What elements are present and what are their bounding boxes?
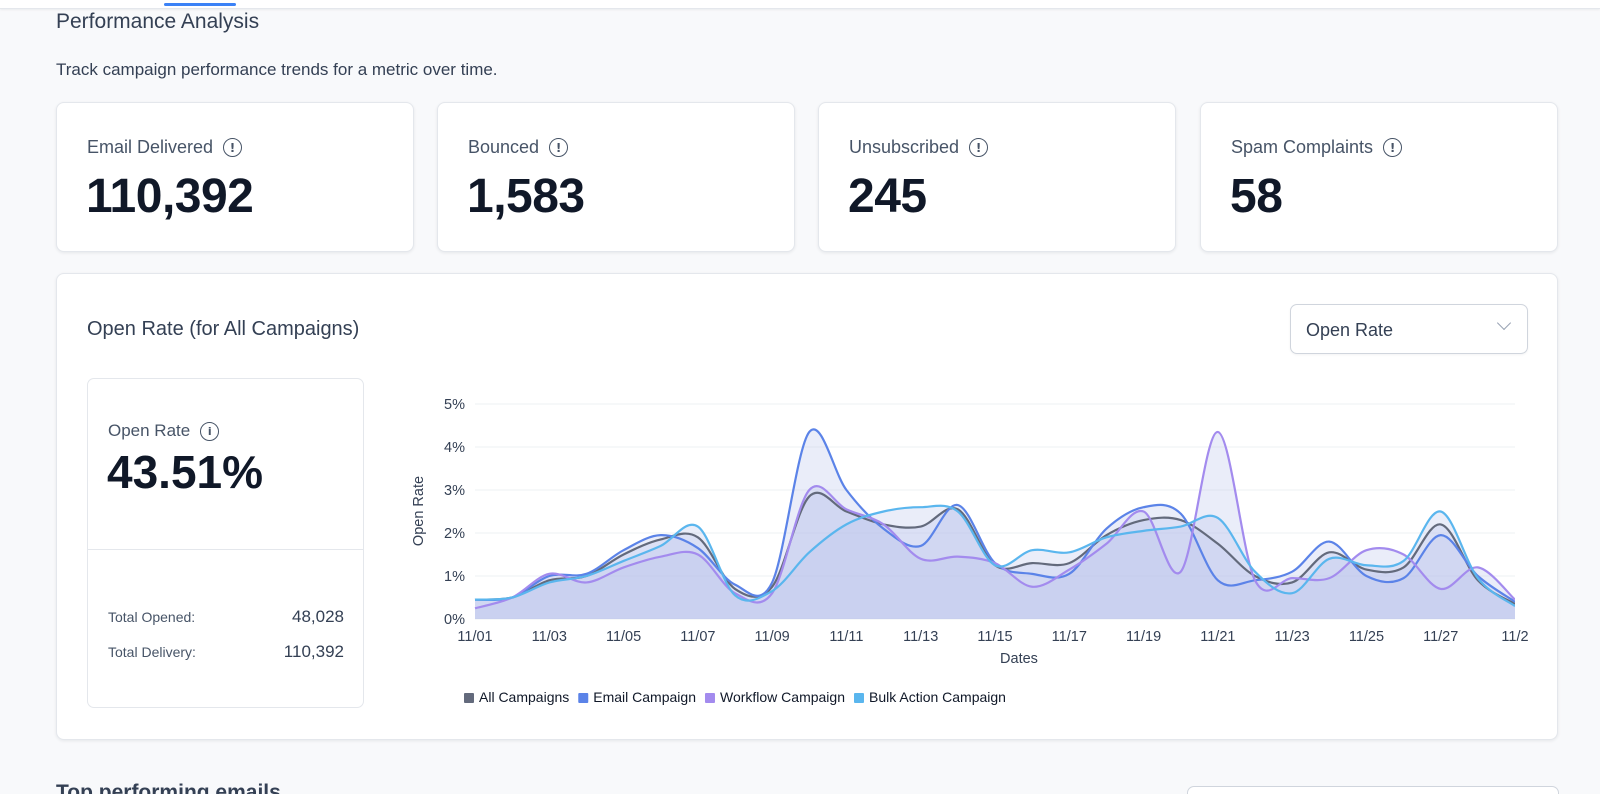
summary-label: Open Rate i (108, 421, 220, 441)
x-axis-title: Dates (1000, 651, 1038, 667)
x-tick-label: 11/23 (1275, 629, 1310, 645)
total-delivery-value: 110,392 (283, 642, 344, 661)
metric-select-value: Open Rate (1306, 320, 1394, 340)
total-delivery-label: Total Delivery: (108, 644, 196, 660)
stat-label: Bounced ! (468, 137, 569, 158)
legend-label: Workflow Campaign (720, 689, 845, 705)
x-tick-label: 11/07 (680, 629, 715, 645)
active-tab-indicator (164, 3, 236, 6)
x-tick-label: 11/17 (1052, 629, 1087, 645)
x-tick-label: 11/19 (1126, 629, 1161, 645)
open-rate-line-chart: 0% 1% 2% 3% 4% 5% 11/01 11/03 11/05 11/07 11/09 11/… (411, 397, 1529, 705)
x-tick-label: 11/11 (829, 629, 863, 645)
y-axis-title: Open Rate (411, 476, 427, 546)
x-tick-label: 11/13 (903, 629, 938, 645)
series-area (475, 431, 1515, 619)
series-line (474, 504, 1515, 608)
stat-card-email-delivered: Email Delivered ! 110,392 (56, 102, 414, 252)
stat-label-text: Email Delivered (87, 137, 214, 157)
x-tick-label: 11/27 (1423, 629, 1458, 645)
open-rate-summary: Open Rate i 43.51% Total Opened: 48,028 … (87, 378, 364, 708)
info-icon[interactable]: ! (223, 138, 243, 157)
legend-label: All Campaigns (479, 689, 569, 705)
stat-label-text: Unsubscribed (849, 137, 960, 157)
stat-label-text: Spam Complaints (1231, 137, 1374, 157)
section-control[interactable] (1187, 786, 1559, 794)
top-nav-bar (0, 0, 1600, 9)
legend-swatch (464, 693, 474, 703)
summary-label-text: Open Rate (108, 421, 191, 440)
y-tick-label: 3% (444, 483, 465, 499)
x-tick-label: 11/05 (606, 629, 641, 645)
y-tick-label: 4% (444, 440, 465, 456)
legend-label: Email Campaign (593, 689, 696, 705)
total-delivery-row: Total Delivery: 110,392 (108, 642, 344, 662)
stat-label: Unsubscribed ! (849, 137, 989, 158)
legend-swatch (854, 693, 864, 703)
series-area (475, 505, 1515, 619)
legend-swatch (704, 693, 715, 703)
page-subtitle: Track campaign performance trends for a … (56, 60, 498, 79)
series-group (474, 428, 1515, 619)
x-tick-label: 11/03 (532, 629, 567, 645)
stat-value: 58 (1230, 170, 1283, 223)
stat-label-text: Bounced (468, 137, 540, 157)
stat-card-unsubscribed: Unsubscribed ! 245 (818, 102, 1176, 252)
info-icon[interactable]: i (200, 421, 220, 441)
stat-label: Email Delivered ! (87, 137, 243, 158)
open-rate-chart-card: Open Rate (for All Campaigns) Open Rate … (56, 273, 1558, 740)
y-tick-label: 2% (444, 526, 465, 542)
legend-swatch (578, 693, 589, 703)
stat-label: Spam Complaints ! (1231, 137, 1403, 158)
info-icon[interactable]: ! (1383, 138, 1403, 157)
open-rate-value: 43.51% (107, 446, 264, 498)
metric-select[interactable]: Open Rate (1290, 304, 1528, 354)
info-icon[interactable]: ! (969, 138, 989, 157)
x-tick-label: 11/2 (1501, 629, 1528, 645)
divider (88, 549, 363, 550)
series-line (474, 430, 1515, 610)
x-tick-label: 11/21 (1200, 629, 1235, 645)
y-tick-label: 1% (444, 569, 465, 585)
section-title-top-performing-emails: Top performing emails (56, 781, 281, 794)
stat-card-spam-complaints: Spam Complaints ! 58 (1200, 102, 1558, 252)
info-icon[interactable]: ! (549, 138, 569, 157)
x-tick-label: 11/09 (755, 629, 790, 645)
series-area (475, 492, 1515, 619)
x-tick-label: 11/01 (457, 629, 492, 645)
x-tick-label: 11/15 (977, 629, 1012, 645)
stat-value: 245 (848, 170, 927, 223)
total-opened-label: Total Opened: (108, 609, 196, 625)
series-area (475, 429, 1515, 619)
total-opened-value: 48,028 (292, 607, 344, 626)
stat-value: 110,392 (86, 170, 254, 223)
x-tick-label: 11/25 (1349, 629, 1384, 645)
stat-value: 1,583 (467, 170, 585, 223)
legend-label: Bulk Action Campaign (869, 689, 1006, 705)
total-opened-row: Total Opened: 48,028 (108, 607, 344, 627)
y-tick-label: 0% (444, 612, 465, 628)
series-line (474, 428, 1515, 603)
stat-card-bounced: Bounced ! 1,583 (437, 102, 795, 252)
page-title: Performance Analysis (56, 10, 260, 33)
y-tick-label: 5% (444, 397, 465, 413)
chart-card-title: Open Rate (for All Campaigns) (87, 318, 360, 340)
